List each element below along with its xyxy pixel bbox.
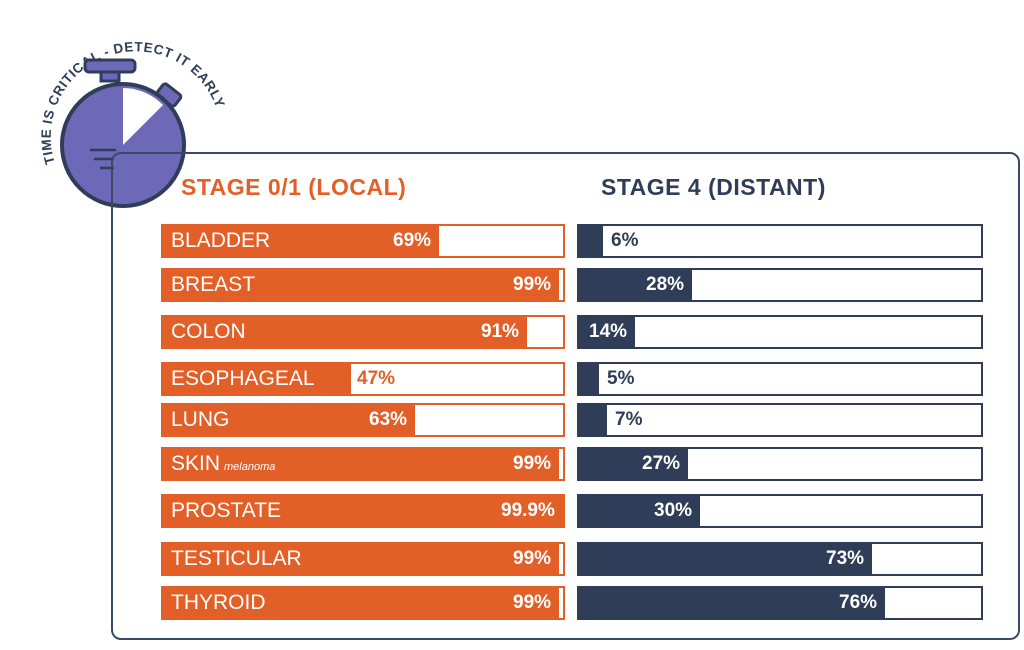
distant-bar-breast: 28% [577, 268, 983, 302]
category-label: COLON [171, 320, 246, 343]
local-bar-fill [163, 317, 527, 347]
distant-bar-fill [579, 405, 607, 435]
distant-bar-esophageal: 5% [577, 362, 983, 396]
stopwatch-icon: TIME IS CRITICAL - DETECT IT EARLY [39, 39, 227, 208]
distant-value-label: 7% [615, 409, 643, 430]
category-label: SKIN melanoma [171, 452, 276, 475]
local-stage-title: STAGE 0/1 (LOCAL) [181, 174, 407, 200]
local-bar-fill [163, 449, 559, 479]
distant-bar-fill [579, 496, 700, 526]
category-label: ESOPHAGEAL [171, 367, 315, 390]
distant-bar-fill [579, 317, 635, 347]
local-value-label: 99% [513, 453, 552, 474]
category-label: BREAST [171, 273, 256, 296]
local-bar-fill [163, 588, 559, 618]
local-bar-testicular: TESTICULAR 99% [161, 542, 565, 576]
distant-bar-thyroid: 76% [577, 586, 983, 620]
local-value-label: 69% [393, 230, 432, 251]
local-bar-bladder: BLADDER 69% [161, 224, 565, 258]
local-bar-colon: COLON 91% [161, 315, 565, 349]
local-value-label: 99% [513, 274, 552, 295]
distant-bar-fill [579, 544, 872, 574]
local-bar-fill [163, 496, 563, 526]
local-bar-lung: LUNG 63% [161, 403, 565, 437]
local-value-label: 63% [369, 409, 408, 430]
distant-bar-fill [579, 364, 599, 394]
category-label: LUNG [171, 408, 230, 431]
distant-bar-fill [579, 449, 688, 479]
distant-value-label: 6% [611, 230, 639, 251]
category-label: TESTICULAR [171, 547, 302, 570]
local-bar-fill [163, 364, 351, 394]
distant-bar-colon: 14% [577, 315, 983, 349]
local-bar-prostate: PROSTATE 99.9% [161, 494, 565, 528]
local-bar-esophageal: ESOPHAGEAL 47% [161, 362, 565, 396]
distant-value-label: 14% [589, 321, 628, 342]
local-bar-fill [163, 226, 439, 256]
distant-value-label: 30% [654, 500, 693, 521]
local-bar-thyroid: THYROID 99% [161, 586, 565, 620]
local-value-label: 91% [481, 321, 520, 342]
distant-value-label: 28% [646, 274, 685, 295]
distant-bar-fill [579, 270, 692, 300]
distant-value-label: 27% [642, 453, 681, 474]
category-note: melanoma [224, 461, 276, 473]
category-label: PROSTATE [171, 499, 282, 522]
distant-bar-prostate: 30% [577, 494, 983, 528]
category-label: BLADDER [171, 229, 271, 252]
distant-value-label: 76% [839, 592, 878, 613]
chart-frame [111, 152, 1020, 640]
distant-bar-bladder: 6% [577, 224, 983, 258]
local-bar-fill [163, 544, 559, 574]
local-value-label: 99.9% [501, 500, 555, 521]
distant-bar-lung: 7% [577, 403, 983, 437]
distant-bar-testicular: 73% [577, 542, 983, 576]
local-value-label: 99% [513, 548, 552, 569]
local-value-label: 99% [513, 592, 552, 613]
local-bar-fill [163, 405, 415, 435]
local-bar-breast: BREAST 99% [161, 268, 565, 302]
local-value-label: 47% [357, 368, 396, 389]
local-bar-skin: SKIN melanoma 99% [161, 447, 565, 481]
distant-bar-fill [579, 226, 603, 256]
distant-bar-skin: 27% [577, 447, 983, 481]
category-label: THYROID [171, 591, 266, 614]
distant-value-label: 5% [607, 368, 635, 389]
distant-stage-title: STAGE 4 (DISTANT) [601, 174, 826, 200]
distant-value-label: 73% [826, 548, 865, 569]
distant-bar-fill [579, 588, 885, 618]
local-bar-fill [163, 270, 559, 300]
